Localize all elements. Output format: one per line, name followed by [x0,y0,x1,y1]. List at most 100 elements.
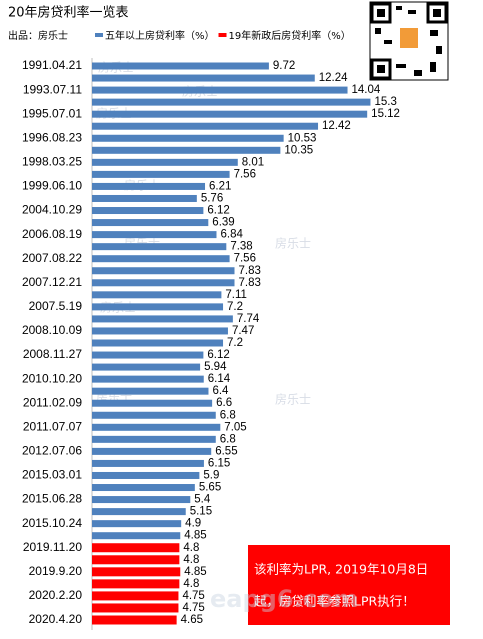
bar [92,363,201,371]
data-label: 9.72 [273,60,295,72]
annotation: 该利率为LPR, 2019年10月8日 [254,562,428,577]
legend-label: 19年新政后房贷利率（%） [229,29,351,42]
y-tick-label: 2019.9.20 [29,564,83,578]
y-tick-label: 2006.08.19 [22,227,82,241]
y-tick-label: 2015.06.28 [22,492,82,506]
bar [92,219,209,227]
data-label: 7.47 [232,325,254,337]
bar [92,532,181,540]
bar [92,603,179,613]
watermark: 房乐士 [275,236,311,251]
data-label: 7.56 [234,253,256,265]
data-label: 4.85 [184,566,206,578]
data-label: 6.8 [220,409,236,421]
data-label: 6.21 [209,180,231,192]
watermark: 房乐士 [275,392,311,407]
data-label: 4.65 [181,614,203,626]
data-label: 15.3 [374,96,396,108]
bar [92,267,235,275]
y-tick-label: 1995.07.01 [22,106,82,120]
data-label: 5.94 [204,361,227,373]
bar [92,303,224,311]
bar [92,520,182,528]
bar [92,435,216,443]
y-tick-label: 2015.03.01 [22,468,82,482]
data-label: 4.9 [185,518,201,530]
legend-swatch [218,33,227,37]
y-tick-label: 2020.2.20 [29,588,83,602]
legend-label: 五年以上房贷利率（%） [105,29,215,42]
bar [92,207,204,215]
y-tick-label: 2020.4.20 [29,612,83,626]
y-tick-label: 1993.07.11 [23,82,82,96]
bar [92,243,227,251]
data-label: 6.15 [208,457,230,469]
bar [92,447,212,455]
bar [92,399,213,407]
y-tick-label: 2008.10.09 [22,323,82,337]
bar [92,484,195,492]
data-label: 4.8 [183,542,199,554]
bar [92,255,230,263]
bar [92,122,319,130]
data-label: 6.55 [215,445,237,457]
annotation-box [248,545,450,625]
data-label: 6.12 [207,349,229,361]
data-label: 6.6 [216,397,232,409]
y-tick-label: 2015.10.24 [22,516,82,530]
data-label: 6.4 [212,385,229,397]
bar [92,291,222,299]
bar [92,86,348,94]
y-tick-label: 2008.11.27 [23,347,82,361]
annotation: 起，房贷利率参照LPR执行！ [254,594,415,609]
data-label: 10.35 [284,144,313,156]
y-tick-label: 2007.08.22 [22,251,82,265]
data-label: 5.15 [190,506,212,518]
bar [92,231,217,239]
qr-code [369,1,449,81]
bar [92,110,368,118]
data-label: 5.9 [203,470,219,482]
data-label: 15.12 [371,108,400,120]
bar [92,471,200,479]
legend-swatch [95,33,103,37]
data-label: 7.05 [224,421,246,433]
data-label: 8.01 [242,156,264,168]
y-tick-label: 2019.11.20 [23,540,82,554]
data-label: 12.24 [319,72,348,84]
bar [92,411,216,419]
y-tick-label: 2004.10.29 [22,203,82,217]
bar [92,182,206,190]
bar [92,567,181,577]
y-tick-label: 1998.03.25 [22,155,82,169]
bar [92,146,281,154]
bar [92,387,209,395]
y-tick-label: 2007.5.19 [29,299,83,313]
data-label: 6.14 [208,373,231,385]
bar [92,315,233,323]
bar [92,508,186,516]
data-label: 7.38 [230,241,252,253]
data-label: 4.8 [183,554,199,566]
data-label: 6.84 [220,229,243,241]
data-label: 7.83 [239,265,261,277]
data-label: 4.8 [183,578,199,590]
chart-title: 20年房贷利率一览表 [8,5,129,21]
subtitle: 出品：房乐士 [8,29,68,42]
bar [92,194,197,202]
data-label: 5.76 [201,193,223,205]
data-label: 7.56 [234,168,256,180]
y-tick-label: 2007.12.21 [22,275,82,289]
bar [92,327,228,335]
bar [92,496,191,504]
data-label: 7.83 [239,277,261,289]
data-label: 7.74 [237,313,260,325]
bar [92,98,371,106]
data-label: 7.2 [227,337,243,349]
data-label: 4.75 [182,602,204,614]
data-label: 10.53 [288,132,317,144]
data-label: 4.85 [184,530,206,542]
y-tick-label: 1996.08.23 [22,130,82,144]
bar [92,543,180,553]
